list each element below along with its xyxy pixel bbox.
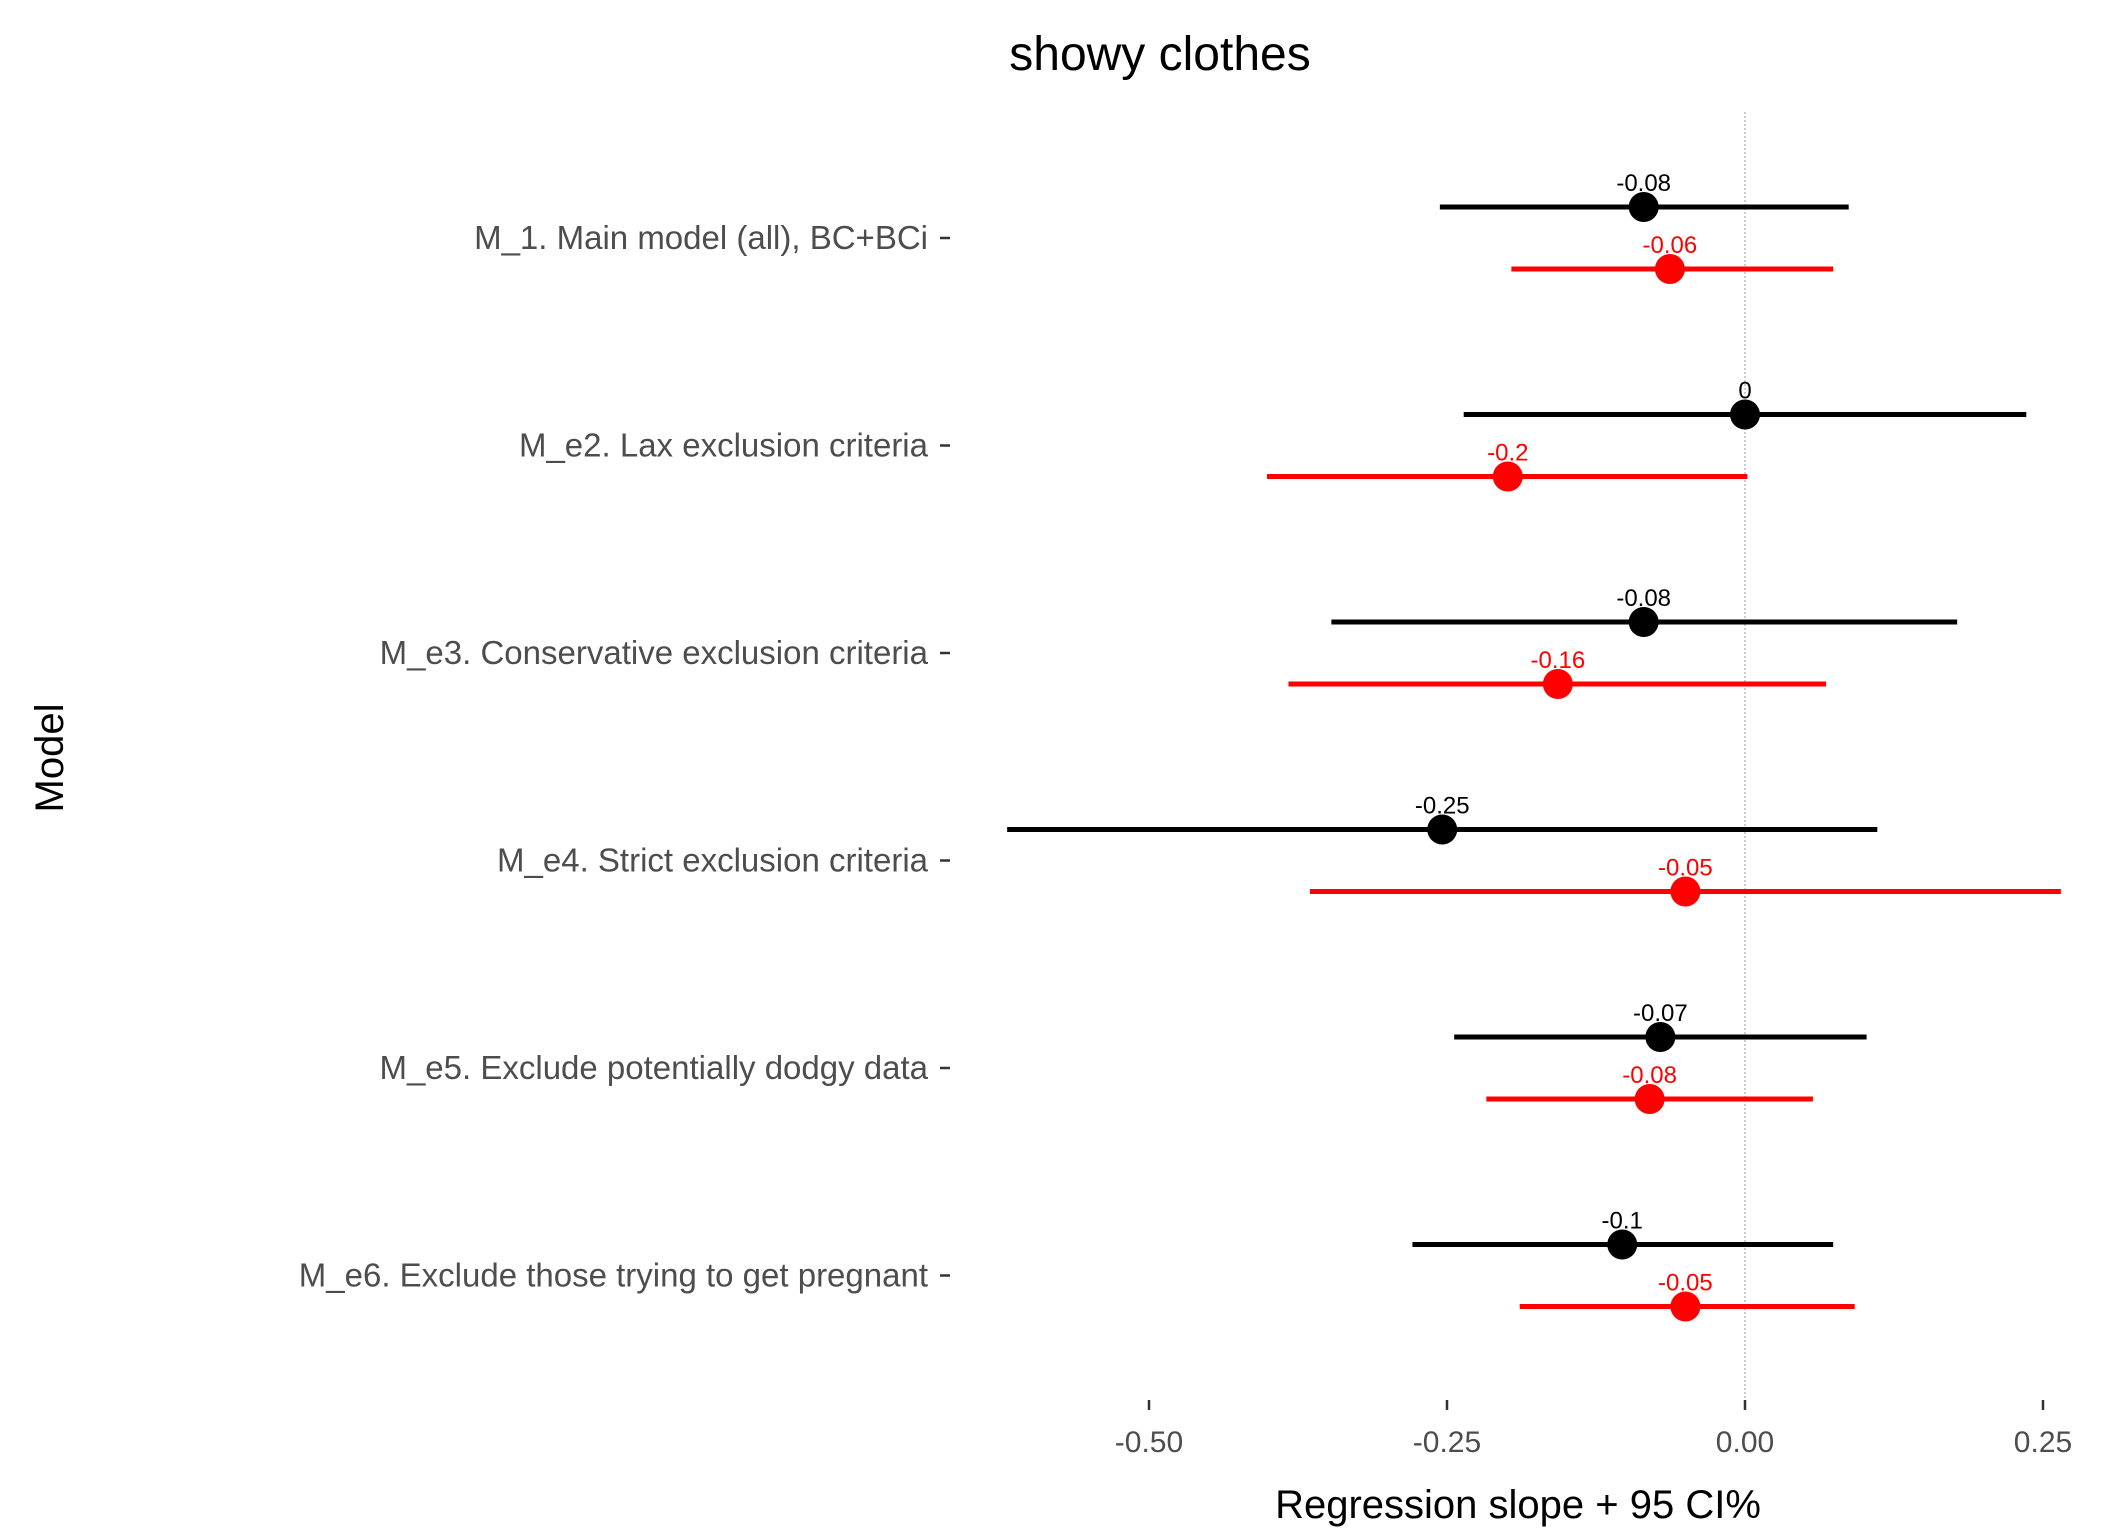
point-estimate bbox=[1607, 1229, 1638, 1260]
data-label: -0.2 bbox=[1487, 440, 1528, 467]
y-tick-label: M_e5. Exclude potentially dodgy data bbox=[379, 1049, 928, 1086]
point-estimate bbox=[1634, 1084, 1665, 1114]
data-label: -0.25 bbox=[1415, 793, 1470, 820]
x-tick-label: -0.25 bbox=[1413, 1426, 1481, 1459]
x-tick-label: 0.00 bbox=[1716, 1426, 1774, 1459]
y-tick-label: M_1. Main model (all), BC+BCi bbox=[474, 219, 928, 256]
data-label: -0.1 bbox=[1602, 1208, 1643, 1235]
chart-title: showy clothes bbox=[1009, 28, 1310, 81]
point-estimate bbox=[1670, 1291, 1701, 1322]
x-tick-label: -0.50 bbox=[1115, 1426, 1183, 1459]
data-label: -0.05 bbox=[1658, 855, 1713, 882]
point-estimate bbox=[1654, 254, 1685, 284]
point-estimate bbox=[1730, 399, 1760, 430]
y-tick-label: M_e2. Lax exclusion criteria bbox=[519, 427, 929, 464]
point-estimate bbox=[1628, 192, 1659, 222]
y-axis-title: Model bbox=[28, 704, 72, 813]
data-label: -0.07 bbox=[1633, 1000, 1688, 1027]
point-estimate bbox=[1492, 461, 1523, 492]
data-label: -0.06 bbox=[1643, 232, 1698, 259]
data-label: 0 bbox=[1738, 378, 1751, 405]
data-label: -0.16 bbox=[1531, 647, 1586, 674]
data-label: -0.08 bbox=[1616, 170, 1671, 197]
plot-area: -0.08 0 -0.08 -0.25 -0.07 -0.1 -0.06 -0.2 -0.16 -… bbox=[1007, 170, 2061, 1322]
point-estimate bbox=[1427, 814, 1458, 845]
point-estimate bbox=[1628, 607, 1659, 637]
y-axis: M_1. Main model (all), BC+BCi M_e2. Lax e… bbox=[299, 219, 950, 1294]
x-axis: -0.50 -0.25 0.00 0.25 bbox=[1115, 1400, 2072, 1459]
point-estimate bbox=[1542, 669, 1573, 699]
point-estimate bbox=[1670, 876, 1701, 907]
data-label: -0.08 bbox=[1622, 1062, 1677, 1089]
point-estimate bbox=[1645, 1022, 1676, 1052]
x-axis-title: Regression slope + 95 CI% bbox=[1275, 1483, 1761, 1527]
y-tick-label: M_e3. Conservative exclusion criteria bbox=[380, 634, 929, 671]
y-tick-label: M_e4. Strict exclusion criteria bbox=[497, 842, 929, 879]
data-label: -0.05 bbox=[1658, 1270, 1713, 1297]
data-label: -0.08 bbox=[1616, 585, 1671, 612]
y-tick-label: M_e6. Exclude those trying to get pregna… bbox=[299, 1257, 928, 1294]
x-tick-label: 0.25 bbox=[2014, 1426, 2072, 1459]
